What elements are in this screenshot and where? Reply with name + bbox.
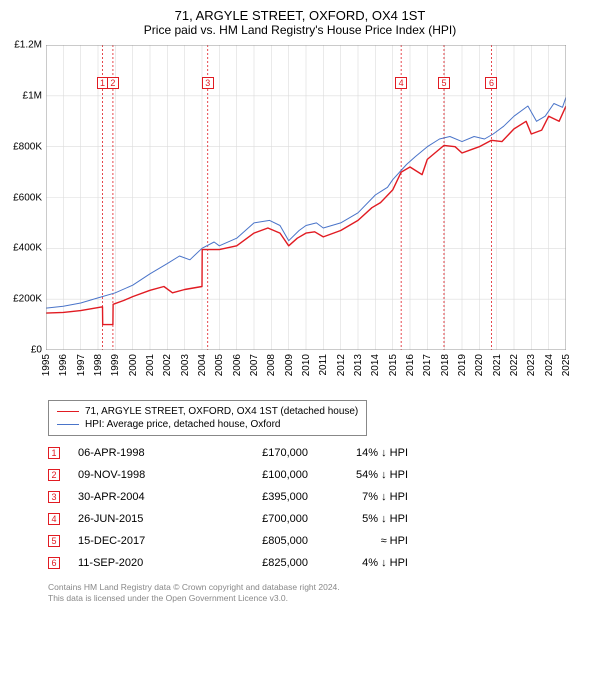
row-marker-badge: 2: [48, 469, 60, 481]
footer-line: Contains HM Land Registry data © Crown c…: [48, 582, 586, 593]
row-marker-badge: 6: [48, 557, 60, 569]
cell-price: £700,000: [208, 513, 308, 525]
footer-line: This data is licensed under the Open Gov…: [48, 593, 586, 604]
x-tick-label: 2005: [214, 354, 225, 376]
legend-swatch: [57, 424, 79, 425]
cell-diff: ≈ HPI: [308, 535, 408, 547]
legend-swatch: [57, 411, 79, 412]
row-marker-badge: 1: [48, 447, 60, 459]
x-tick-label: 2012: [336, 354, 347, 376]
x-tick-label: 1996: [58, 354, 69, 376]
row-marker-badge: 5: [48, 535, 60, 547]
page-title: 71, ARGYLE STREET, OXFORD, OX4 1ST: [14, 8, 586, 23]
chart: £0£200K£400K£600K£800K£1M£1.2M 199519961…: [46, 45, 586, 390]
x-tick-label: 1995: [41, 354, 52, 376]
report: 71, ARGYLE STREET, OXFORD, OX4 1ST Price…: [0, 0, 600, 614]
cell-date: 15-DEC-2017: [78, 535, 208, 547]
table-row: 5 15-DEC-2017£805,000≈ HPI: [48, 530, 586, 552]
legend-item: HPI: Average price, detached house, Oxfo…: [57, 418, 358, 431]
y-tick-label: £200K: [10, 294, 42, 305]
x-tick-label: 2010: [301, 354, 312, 376]
x-tick-label: 1999: [110, 354, 121, 376]
x-tick-label: 2003: [180, 354, 191, 376]
y-tick-label: £800K: [10, 141, 42, 152]
chart-svg: [46, 45, 566, 350]
x-tick-label: 2007: [249, 354, 260, 376]
chart-marker-badge: 4: [395, 77, 407, 89]
x-tick-label: 2017: [422, 354, 433, 376]
row-marker-badge: 4: [48, 513, 60, 525]
x-tick-label: 2016: [405, 354, 416, 376]
x-tick-label: 2025: [561, 354, 572, 376]
cell-diff: 4% ↓ HPI: [308, 557, 408, 569]
cell-price: £100,000: [208, 469, 308, 481]
x-tick-label: 2013: [353, 354, 364, 376]
cell-diff: 54% ↓ HPI: [308, 469, 408, 481]
x-tick-label: 2004: [197, 354, 208, 376]
x-tick-label: 2018: [440, 354, 451, 376]
x-tick-label: 2024: [544, 354, 555, 376]
x-tick-label: 2014: [370, 354, 381, 376]
x-tick-label: 2008: [266, 354, 277, 376]
cell-date: 06-APR-1998: [78, 447, 208, 459]
cell-diff: 14% ↓ HPI: [308, 447, 408, 459]
y-tick-label: £1.2M: [10, 40, 42, 51]
x-tick-label: 2022: [509, 354, 520, 376]
legend-label: HPI: Average price, detached house, Oxfo…: [85, 419, 281, 430]
cell-date: 26-JUN-2015: [78, 513, 208, 525]
cell-price: £825,000: [208, 557, 308, 569]
x-tick-label: 2001: [145, 354, 156, 376]
y-tick-label: £0: [10, 345, 42, 356]
y-tick-label: £600K: [10, 192, 42, 203]
x-tick-label: 2021: [492, 354, 503, 376]
chart-marker-badge: 5: [438, 77, 450, 89]
table-row: 1 06-APR-1998£170,00014% ↓ HPI: [48, 442, 586, 464]
legend: 71, ARGYLE STREET, OXFORD, OX4 1ST (deta…: [48, 400, 367, 436]
y-tick-label: £400K: [10, 243, 42, 254]
footer: Contains HM Land Registry data © Crown c…: [48, 582, 586, 604]
table-row: 6 11-SEP-2020£825,0004% ↓ HPI: [48, 552, 586, 574]
page-subtitle: Price paid vs. HM Land Registry's House …: [14, 23, 586, 37]
cell-date: 11-SEP-2020: [78, 557, 208, 569]
x-tick-label: 2020: [474, 354, 485, 376]
cell-diff: 7% ↓ HPI: [308, 491, 408, 503]
x-tick-label: 2000: [128, 354, 139, 376]
cell-date: 30-APR-2004: [78, 491, 208, 503]
x-tick-label: 2006: [232, 354, 243, 376]
cell-date: 09-NOV-1998: [78, 469, 208, 481]
chart-marker-badge: 6: [485, 77, 497, 89]
x-tick-label: 2015: [388, 354, 399, 376]
cell-price: £395,000: [208, 491, 308, 503]
cell-diff: 5% ↓ HPI: [308, 513, 408, 525]
legend-item: 71, ARGYLE STREET, OXFORD, OX4 1ST (deta…: [57, 405, 358, 418]
chart-marker-badge: 3: [202, 77, 214, 89]
x-tick-label: 2019: [457, 354, 468, 376]
row-marker-badge: 3: [48, 491, 60, 503]
x-tick-label: 1998: [93, 354, 104, 376]
y-tick-label: £1M: [10, 90, 42, 101]
cell-price: £805,000: [208, 535, 308, 547]
legend-label: 71, ARGYLE STREET, OXFORD, OX4 1ST (deta…: [85, 406, 358, 417]
x-tick-label: 2009: [284, 354, 295, 376]
x-tick-label: 1997: [76, 354, 87, 376]
x-tick-label: 2023: [526, 354, 537, 376]
chart-marker-badge: 2: [107, 77, 119, 89]
sales-table: 1 06-APR-1998£170,00014% ↓ HPI 2 09-NOV-199…: [48, 442, 586, 574]
table-row: 2 09-NOV-1998£100,00054% ↓ HPI: [48, 464, 586, 486]
table-row: 4 26-JUN-2015£700,0005% ↓ HPI: [48, 508, 586, 530]
x-tick-label: 2002: [162, 354, 173, 376]
x-tick-label: 2011: [318, 354, 329, 376]
cell-price: £170,000: [208, 447, 308, 459]
table-row: 3 30-APR-2004£395,0007% ↓ HPI: [48, 486, 586, 508]
